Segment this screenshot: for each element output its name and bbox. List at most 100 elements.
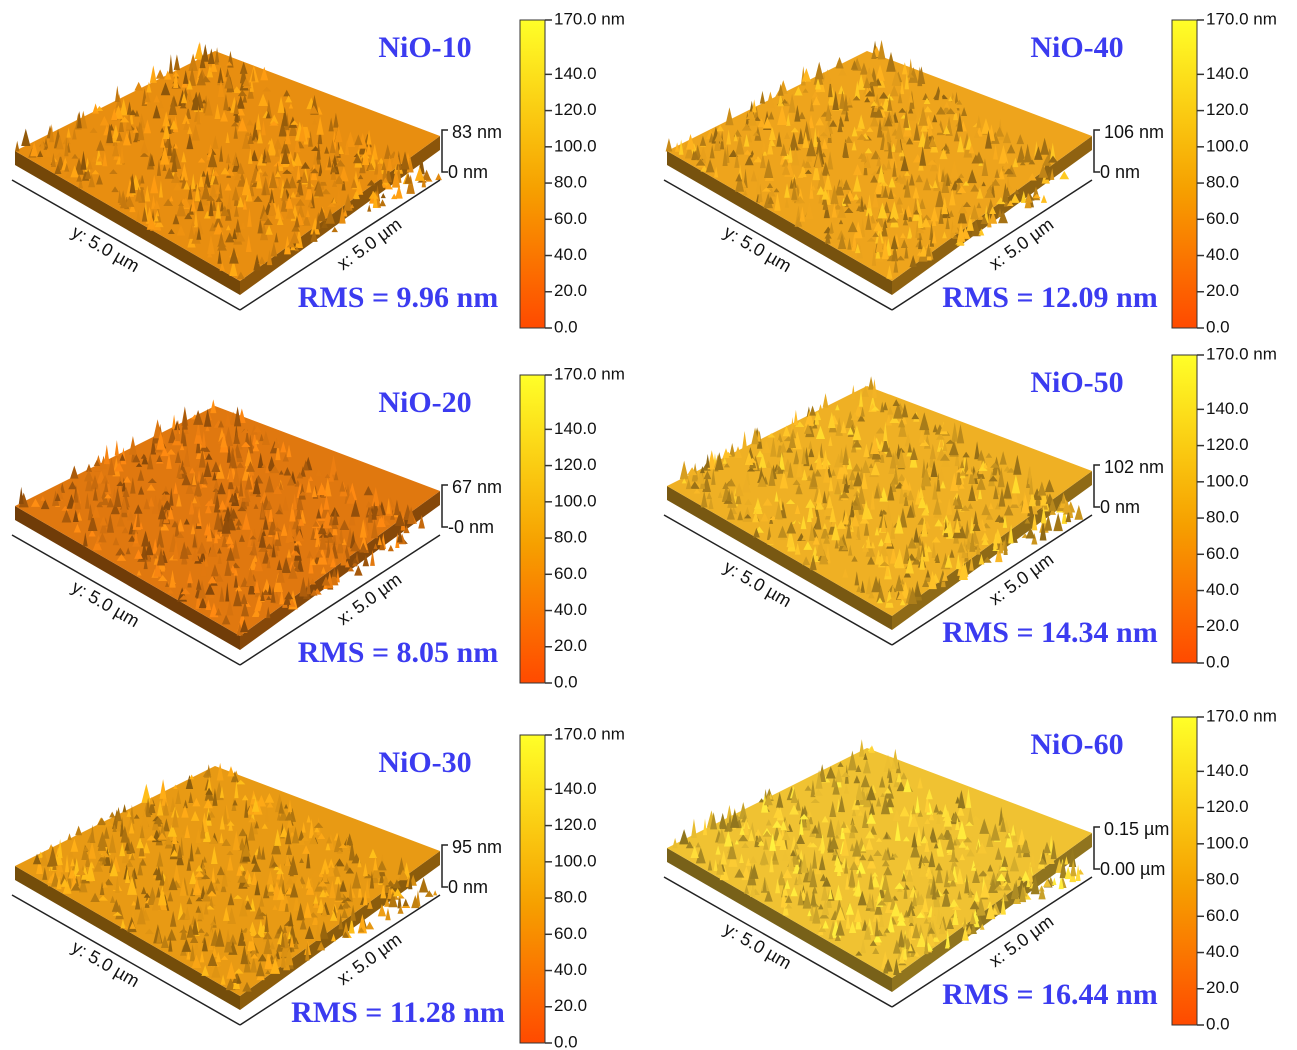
colorbar-tick-label: 120.0 [554, 815, 597, 834]
colorbar-tick-label: 80.0 [1206, 870, 1239, 889]
colorbar-tick-label: 140.0 [1206, 64, 1249, 83]
afm-panel: NiO-50102 nm0 nmy: 5.0 µmx: 5.0 µmRMS = … [664, 344, 1277, 671]
z-bottom-label: 0.00 µm [1100, 859, 1165, 879]
colorbar-tick-label: 100.0 [1206, 833, 1249, 852]
surface-peak [878, 40, 886, 60]
colorbar-tick-label: 0.0 [1206, 317, 1230, 336]
surface-peak [385, 908, 390, 920]
surface-peak [381, 193, 386, 198]
afm-panel: NiO-3095 nm0 nmy: 5.0 µmx: 5.0 µmRMS = 1… [12, 724, 625, 1050]
colorbar-tick-label: 140.0 [554, 419, 597, 438]
surface-peak [129, 436, 137, 455]
z-top-label: 102 nm [1104, 457, 1164, 477]
z-bottom-label: 0 nm [448, 877, 488, 897]
rms-label: RMS = 11.28 nm [291, 996, 505, 1029]
colorbar-tick-label: 120.0 [1206, 797, 1249, 816]
surface-peak [725, 107, 733, 125]
colorbar-tick-label: 80.0 [554, 528, 587, 547]
rms-label: RMS = 8.05 nm [298, 636, 498, 669]
colorbar-tick-label: 100.0 [554, 136, 597, 155]
sample-title: NiO-10 [378, 31, 471, 64]
colorbar-tick-label: 40.0 [554, 600, 587, 619]
z-bottom-label: 0 nm [448, 162, 488, 182]
figure: NiO-1083 nm0 nmy: 5.0 µmx: 5.0 µmRMS = 9… [0, 0, 1297, 1050]
colorbar-tick-label: 120.0 [554, 455, 597, 474]
surface-peak [156, 69, 165, 78]
colorbar-tick-label: 20.0 [554, 996, 587, 1015]
colorbar-tick-label: 170.0 nm [1206, 9, 1277, 28]
colorbar-tick-label: 120.0 [1206, 100, 1249, 119]
surface-peak [815, 62, 824, 79]
z-bottom-label: 0 nm [1100, 497, 1140, 517]
surface-peak [680, 461, 689, 480]
colorbar-tick-label: 60.0 [554, 924, 587, 943]
surface-peak [354, 565, 362, 575]
surface-peak [1075, 505, 1084, 520]
colorbar-tick-label: 140.0 [554, 779, 597, 798]
colorbar-tick-label: 100.0 [1206, 471, 1249, 490]
surface-peak [1052, 878, 1056, 885]
surface-peak [868, 376, 874, 389]
surface-peak [379, 199, 386, 206]
colorbar-tick-label: 100.0 [1206, 136, 1249, 155]
colorbar-tick-label: 40.0 [554, 245, 587, 264]
colorbar-tick-label: 170.0 nm [554, 9, 625, 28]
colorbar-tick-label: 0.0 [554, 1032, 578, 1050]
sample-title: NiO-20 [378, 386, 471, 419]
colorbar-tick-label: 140.0 [554, 64, 597, 83]
surface-peak [433, 890, 437, 895]
surface-peak [159, 779, 166, 799]
afm-panel: NiO-600.15 µm0.00 µmy: 5.0 µmx: 5.0 µmRM… [664, 706, 1277, 1033]
surface-peak [742, 431, 747, 450]
z-top-label: 83 nm [452, 122, 502, 142]
surface-peak [419, 878, 429, 893]
colorbar-tick-label: 20.0 [1206, 616, 1239, 635]
surface-peak [122, 804, 126, 812]
rms-label: RMS = 9.96 nm [298, 281, 498, 314]
x-axis-label: x: 5.0 µm [333, 569, 405, 629]
colorbar-tick-label: 60.0 [1206, 906, 1239, 925]
colorbar [1172, 355, 1197, 663]
colorbar-tick-label: 40.0 [1206, 580, 1239, 599]
surface-peak [1053, 513, 1063, 531]
z-bottom-label: -0 nm [448, 517, 494, 537]
x-axis-label: x: 5.0 µm [985, 911, 1057, 971]
colorbar-tick-label: 100.0 [554, 491, 597, 510]
surface-peak [15, 141, 20, 152]
colorbar-tick-label: 80.0 [554, 888, 587, 907]
sample-title: NiO-60 [1030, 728, 1123, 761]
z-top-label: 67 nm [452, 477, 502, 497]
colorbar-tick-label: 80.0 [1206, 173, 1239, 192]
afm-panel: NiO-40106 nm0 nmy: 5.0 µmx: 5.0 µmRMS = … [664, 9, 1277, 336]
z-top-label: 0.15 µm [1104, 819, 1169, 839]
surface-peak [679, 829, 689, 844]
colorbar-tick-label: 40.0 [1206, 245, 1239, 264]
surface-peak [809, 405, 816, 415]
colorbar [520, 20, 545, 328]
x-axis-label: x: 5.0 µm [333, 929, 405, 989]
surface-peak [21, 129, 30, 146]
surface-peak [115, 440, 119, 455]
afm-panel: NiO-2067 nm-0 nmy: 5.0 µmx: 5.0 µmRMS = … [12, 364, 625, 691]
colorbar-tick-label: 20.0 [1206, 281, 1239, 300]
surface-peak [75, 826, 82, 836]
afm-panel: NiO-1083 nm0 nmy: 5.0 µmx: 5.0 µmRMS = 9… [12, 9, 625, 336]
colorbar-tick-label: 60.0 [554, 209, 587, 228]
surface-peak [115, 85, 120, 102]
surface-peak [141, 784, 151, 803]
colorbar-tick-label: 20.0 [554, 636, 587, 655]
surface-peak [1038, 886, 1045, 899]
rms-label: RMS = 16.44 nm [942, 978, 1157, 1011]
colorbar-tick-label: 100.0 [554, 851, 597, 870]
colorbar-tick-label: 120.0 [554, 100, 597, 119]
surface-peak [691, 819, 697, 838]
colorbar-tick-label: 60.0 [1206, 544, 1239, 563]
colorbar [520, 735, 545, 1043]
colorbar-tick-label: 0.0 [1206, 652, 1230, 671]
colorbar-tick-label: 170.0 nm [1206, 344, 1277, 363]
z-bottom-label: 0 nm [1100, 162, 1140, 182]
surface-peak [835, 57, 843, 69]
colorbar-tick-label: 40.0 [1206, 942, 1239, 961]
surface-peak [703, 818, 707, 835]
surface-peak [705, 454, 709, 468]
